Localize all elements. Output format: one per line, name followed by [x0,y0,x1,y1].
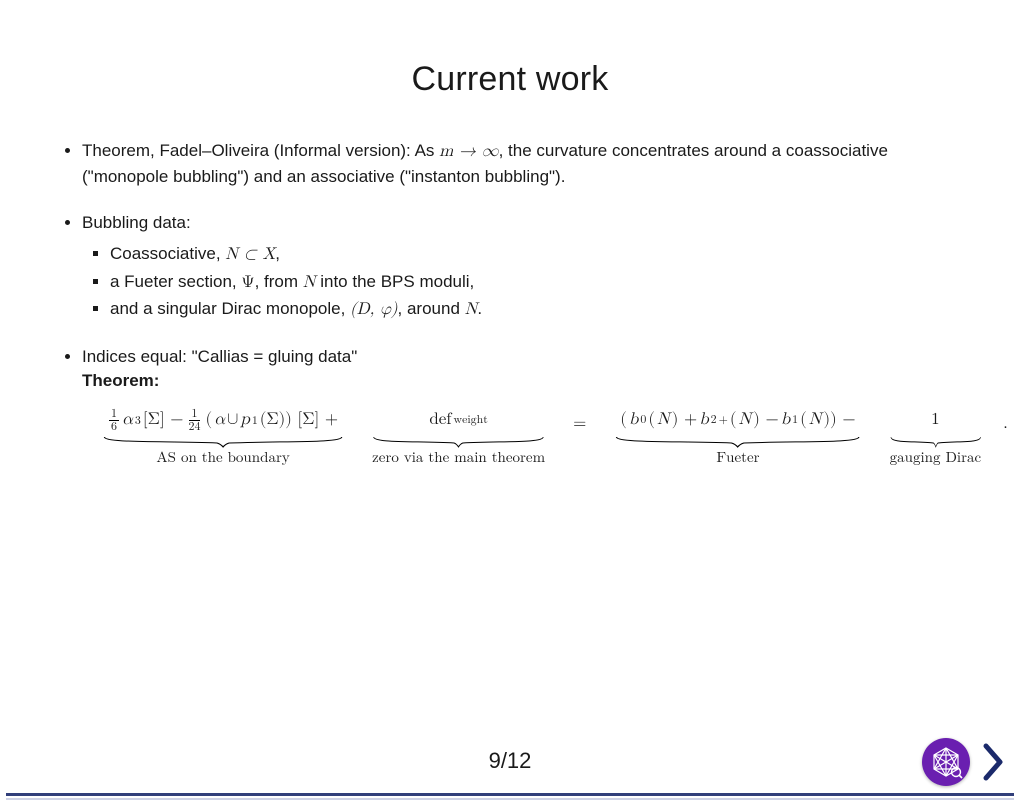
sub-item: and a singular Dirac monopole, (D, φ), a… [110,297,960,323]
sub-item: Coassociative, N ⊂ X, [110,242,960,268]
chevron-right-icon [982,742,1004,782]
eq-term-as-boundary: 16α3 [Σ] − 124(α ∪ p1 (Σ)) [Σ] + AS on t… [102,408,344,469]
eq-period: . [1003,408,1008,437]
text: , around [398,299,465,318]
bullet-bubbling: Bubbling data: Coassociative, N ⊂ X, a F… [82,211,960,323]
eq-term-fueter: (b0 (N) + b2+ (N) − b1 (N)) − Fueter [614,408,861,468]
magnifier-handle [959,775,962,778]
eq-label: zero via the main theorem [372,447,545,469]
theorem-label: Theorem: [82,371,159,390]
text: and a singular Dirac monopole, [110,299,350,318]
math-inline: m → ∞ [439,143,498,160]
math-inline: Ψ [241,274,254,291]
text: , [275,244,280,263]
text: Indices equal: "Callias = gluing data" [82,347,357,366]
slide-controls [922,738,1006,786]
slide-title: Current work [60,60,960,99]
bullet-list: Theorem, Fadel–Oliveira (Informal versio… [60,139,960,469]
sub-item: a Fueter section, Ψ, from N into the BPS… [110,270,960,296]
eq-label: AS on the boundary [156,447,289,469]
eq-expr: (b0 (N) + b2+ (N) − b1 (N)) − [614,408,861,435]
text: into the BPS moduli, [316,272,475,291]
text: Bubbling data: [82,213,191,232]
page-number: 9/12 [0,748,1020,774]
text: Theorem, Fadel–Oliveira (Informal versio… [82,141,439,160]
eq-expr: 1 [925,408,946,435]
eq-term-gauging-dirac: 1 gauging Dirac [890,408,982,468]
equals-sign: = [573,408,586,437]
math-inline: (D, φ) [350,301,397,318]
bullet-theorem: Theorem, Fadel–Oliveira (Informal versio… [82,139,960,189]
eq-term-def-weight: defweight zero via the main theorem [372,408,545,468]
slide: Current work Theorem, Fadel–Oliveira (In… [0,0,1020,800]
equation-row: 16α3 [Σ] − 124(α ∪ p1 (Σ)) [Σ] + AS on t… [102,408,960,469]
math-inline: N [303,274,316,291]
eq-expr: 16α3 [Σ] − 124(α ∪ p1 (Σ)) [Σ] + [102,408,344,435]
eq-expr: defweight [423,408,494,435]
eq-label: gauging Dirac [890,447,982,469]
logo-badge[interactable] [922,738,970,786]
polyhedron-icon [929,745,963,779]
sub-list: Coassociative, N ⊂ X, a Fueter section, … [82,242,960,323]
eq-label: Fueter [716,447,759,469]
next-slide-button[interactable] [980,740,1006,784]
text: , from [255,272,303,291]
text: Coassociative, [110,244,225,263]
bullet-indices: Indices equal: "Callias = gluing data" T… [82,345,960,469]
text: a Fueter section, [110,272,241,291]
text: . [477,299,482,318]
math-inline: N ⊂ X [225,246,275,263]
footer-divider [6,793,1014,796]
math-inline: N [465,301,478,318]
